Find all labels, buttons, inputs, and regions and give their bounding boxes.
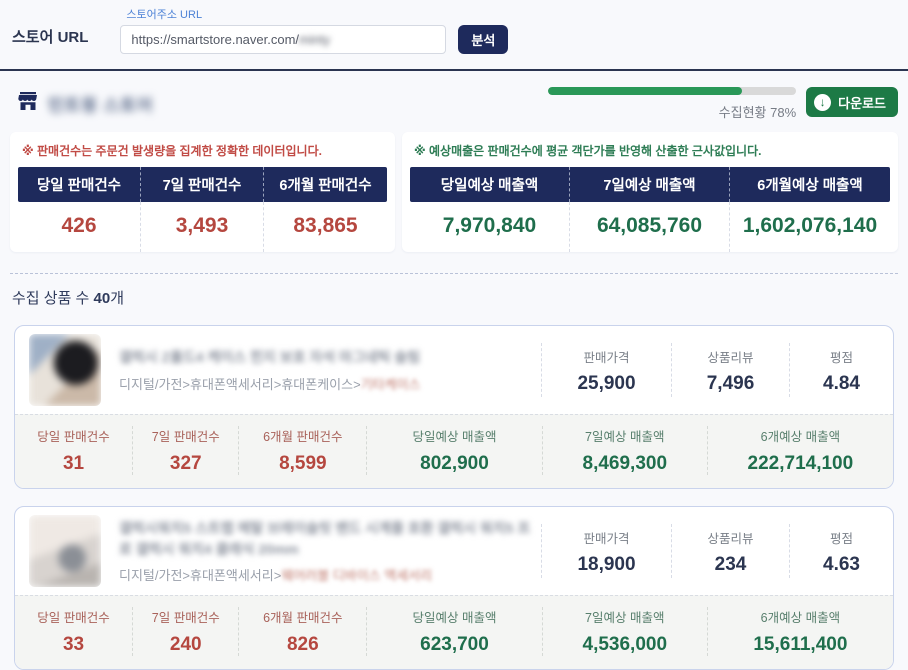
download-circle-icon: ↓ (814, 93, 832, 111)
product-thumbnail (29, 515, 101, 587)
review-value: 7,496 (706, 373, 755, 394)
revenue-col-header: 7일예상 매출액 (570, 167, 730, 202)
sales-value: 426 (18, 202, 141, 252)
store-url-floating-label: 스토어주소 URL (126, 9, 203, 21)
stat-6month-sales: 6개월 판매건수 826 (238, 607, 366, 656)
rating-value: 4.63 (823, 554, 860, 575)
store-header-row: 민트윙 스토어 수집현황 78% ↓ 다운로드 (10, 87, 898, 121)
category-path: 디지털/가전>휴대폰액세서리> (119, 567, 282, 583)
rating-label: 평점 (829, 351, 853, 365)
store-url-input[interactable]: https://smartstore.naver.com/minty (120, 25, 447, 54)
product-metrics: 판매가격 25,900 상품리뷰 7,496 평점 4.84 (541, 343, 893, 397)
category-tail-blurred: 웨어러블 디바이스 액세서리 (281, 567, 433, 583)
product-metrics: 판매가격 18,900 상품리뷰 234 평점 4.63 (541, 524, 893, 578)
product-category: 디지털/가전>휴대폰액세서리>휴대폰케이스>기타케이스 (119, 374, 541, 393)
category-tail-blurred: 기타케이스 (360, 376, 421, 392)
progress-fill (548, 87, 742, 95)
stat-daily-sales: 당일 판매건수 33 (37, 611, 110, 655)
review-label: 상품리뷰 (707, 532, 754, 546)
product-info: 갤럭시워치5 스트랩 메탈 브레이슬릿 밴드 시계줄 호환 갤럭시 워치5 프로… (119, 518, 541, 584)
store-name: 민트윙 스토어 (48, 96, 154, 115)
sales-summary-panel: ※ 판매건수는 주문건 발생량을 집계한 정확한 데이터입니다. 당일 판매건수… (10, 132, 395, 252)
sales-summary-note: ※ 판매건수는 주문건 발생량을 집계한 정확한 데이터입니다. (22, 144, 322, 158)
product-card-top: 갤럭시 Z폴드4 케이스 힌지 보호 자석 마그네틱 슬림 디지털/가전>휴대폰… (15, 326, 893, 414)
sales-col-header: 7일 판매건수 (141, 167, 264, 202)
count-suffix: 개 (110, 290, 125, 307)
stat-7day-revenue: 7일예상 매출액 8,469,300 (541, 426, 707, 475)
product-stats-row: 당일 판매건수 31 7일 판매건수 327 6개월 판매건수 8,599 당일… (15, 414, 893, 488)
section-dashed-separator (10, 273, 898, 274)
product-category: 디지털/가전>휴대폰액세서리>웨어러블 디바이스 액세서리 (119, 565, 541, 584)
product-stats-row: 당일 판매건수 33 7일 판매건수 240 6개월 판매건수 826 당일예상… (15, 595, 893, 669)
download-button-label: 다운로드 (838, 95, 886, 111)
collected-products-count: 수집 상품 수 40개 (12, 287, 898, 308)
revenue-value: 64,085,760 (570, 202, 730, 252)
category-path: 디지털/가전>휴대폰액세서리>휴대폰케이스> (119, 376, 361, 392)
revenue-col-header: 당일예상 매출액 (410, 167, 570, 202)
progress-label: 수집현황 78% (718, 105, 797, 120)
price-label: 판매가격 (583, 532, 630, 546)
product-info: 갤럭시 Z폴드4 케이스 힌지 보호 자석 마그네틱 슬림 디지털/가전>휴대폰… (119, 347, 541, 392)
product-title: 갤럭시워치5 스트랩 메탈 브레이슬릿 밴드 시계줄 호환 갤럭시 워치5 프로… (119, 520, 531, 557)
sales-value: 83,865 (293, 214, 358, 237)
collection-progress: 수집현황 78% (548, 87, 797, 121)
progress-track (548, 87, 797, 95)
rating-metric: 평점 4.84 (789, 343, 893, 397)
stat-6month-revenue: 6개예상 매출액 15,611,400 (706, 607, 893, 656)
revenue-summary-table: 당일예상 매출액 7일예상 매출액 6개월예상 매출액 7,970,840 64… (410, 167, 890, 252)
store-url-input-wrap: 스토어주소 URL https://smartstore.naver.com/m… (120, 6, 447, 54)
stat-daily-revenue: 당일예상 매출액 623,700 (366, 607, 542, 656)
stat-6month-revenue: 6개예상 매출액 222,714,100 (706, 426, 893, 475)
product-card: 갤럭시 Z폴드4 케이스 힌지 보호 자석 마그네틱 슬림 디지털/가전>휴대폰… (14, 325, 894, 489)
rating-label: 평점 (829, 532, 853, 546)
analyze-button[interactable]: 분석 (458, 25, 509, 54)
stat-6month-sales: 6개월 판매건수 8,599 (238, 426, 366, 475)
product-card: 갤럭시워치5 스트랩 메탈 브레이슬릿 밴드 시계줄 호환 갤럭시 워치5 프로… (14, 506, 894, 670)
sales-col-header: 당일 판매건수 (18, 167, 141, 202)
review-metric: 상품리뷰 234 (671, 524, 789, 578)
url-form-row: 스토어 URL 스토어주소 URL https://smartstore.nav… (0, 0, 908, 54)
price-label: 판매가격 (583, 351, 630, 365)
price-metric: 판매가격 25,900 (541, 343, 671, 397)
revenue-summary-note: ※ 예상매출은 판매건수에 평균 객단가를 반영해 산출한 근사값입니다. (414, 144, 762, 158)
store-url-value: https://smartstore.naver.com/ (131, 32, 300, 47)
top-divider (0, 69, 908, 71)
sales-summary-table: 당일 판매건수 7일 판매건수 6개월 판매건수 426 3,493 83,86… (18, 167, 387, 252)
review-label: 상품리뷰 (707, 351, 754, 365)
stat-daily-sales: 당일 판매건수 31 (37, 430, 110, 474)
revenue-col-header: 6개월예상 매출액 (757, 178, 863, 194)
stat-7day-sales: 7일 판매건수 240 (132, 607, 238, 656)
count-number: 40 (93, 290, 111, 307)
stat-7day-revenue: 7일예상 매출액 4,536,000 (541, 607, 707, 656)
rating-metric: 평점 4.63 (789, 524, 893, 578)
product-title: 갤럭시 Z폴드4 케이스 힌지 보호 자석 마그네틱 슬림 (119, 349, 421, 366)
revenue-value: 1,602,076,140 (742, 214, 878, 237)
product-card-top: 갤럭시워치5 스트랩 메탈 브레이슬릿 밴드 시계줄 호환 갤럭시 워치5 프로… (15, 507, 893, 595)
price-value: 18,900 (577, 554, 636, 575)
store-url-label: 스토어 URL (12, 29, 89, 46)
sales-value: 3,493 (141, 202, 264, 252)
summary-row: ※ 판매건수는 주문건 발생량을 집계한 정확한 데이터입니다. 당일 판매건수… (10, 132, 898, 252)
download-button[interactable]: ↓ 다운로드 (806, 87, 898, 117)
store-url-value-blurred: minty (299, 32, 331, 47)
revenue-summary-panel: ※ 예상매출은 판매건수에 평균 객단가를 반영해 산출한 근사값입니다. 당일… (402, 132, 898, 252)
stat-7day-sales: 7일 판매건수 327 (132, 426, 238, 475)
sales-col-header: 6개월 판매건수 (279, 178, 372, 194)
price-metric: 판매가격 18,900 (541, 524, 671, 578)
price-value: 25,900 (577, 373, 636, 394)
product-thumbnail (29, 334, 101, 406)
revenue-value: 7,970,840 (410, 202, 570, 252)
storefront-icon (18, 92, 37, 110)
review-metric: 상품리뷰 7,496 (671, 343, 789, 397)
stat-daily-revenue: 당일예상 매출액 802,900 (366, 426, 542, 475)
count-prefix: 수집 상품 수 (12, 290, 94, 307)
review-value: 234 (714, 554, 747, 575)
rating-value: 4.84 (823, 373, 860, 394)
